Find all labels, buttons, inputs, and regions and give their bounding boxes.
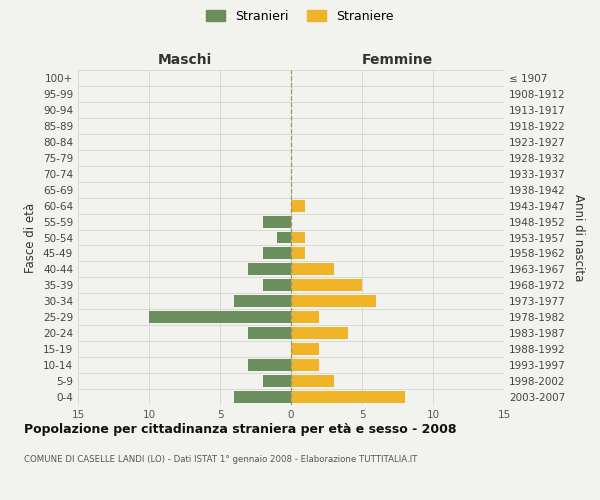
Bar (277, 232, 291, 243)
Bar (248, 359, 291, 371)
Y-axis label: Fasce di età: Fasce di età (25, 202, 37, 272)
Bar (248, 264, 291, 276)
Text: COMUNE DI CASELLE LANDI (LO) - Dati ISTAT 1° gennaio 2008 - Elaborazione TUTTITA: COMUNE DI CASELLE LANDI (LO) - Dati ISTA… (24, 455, 418, 464)
Text: Femmine: Femmine (362, 54, 433, 68)
Bar (291, 327, 348, 339)
Bar (291, 391, 404, 403)
Bar (291, 359, 319, 371)
Bar (234, 296, 291, 308)
Text: Maschi: Maschi (157, 54, 212, 68)
Bar (234, 391, 291, 403)
Y-axis label: Anni di nascita: Anni di nascita (572, 194, 585, 281)
Bar (291, 280, 362, 291)
Bar (291, 296, 376, 308)
Bar (263, 248, 291, 260)
Text: Popolazione per cittadinanza straniera per età e sesso - 2008: Popolazione per cittadinanza straniera p… (24, 422, 457, 436)
Bar (291, 248, 305, 260)
Bar (291, 375, 334, 387)
Bar (248, 327, 291, 339)
Bar (291, 200, 305, 211)
Bar (291, 312, 319, 323)
Bar (291, 232, 305, 243)
Bar (149, 312, 291, 323)
Bar (291, 264, 334, 276)
Bar (263, 280, 291, 291)
Bar (263, 375, 291, 387)
Bar (263, 216, 291, 228)
Bar (291, 343, 319, 355)
Legend: Stranieri, Straniere: Stranieri, Straniere (203, 6, 397, 26)
